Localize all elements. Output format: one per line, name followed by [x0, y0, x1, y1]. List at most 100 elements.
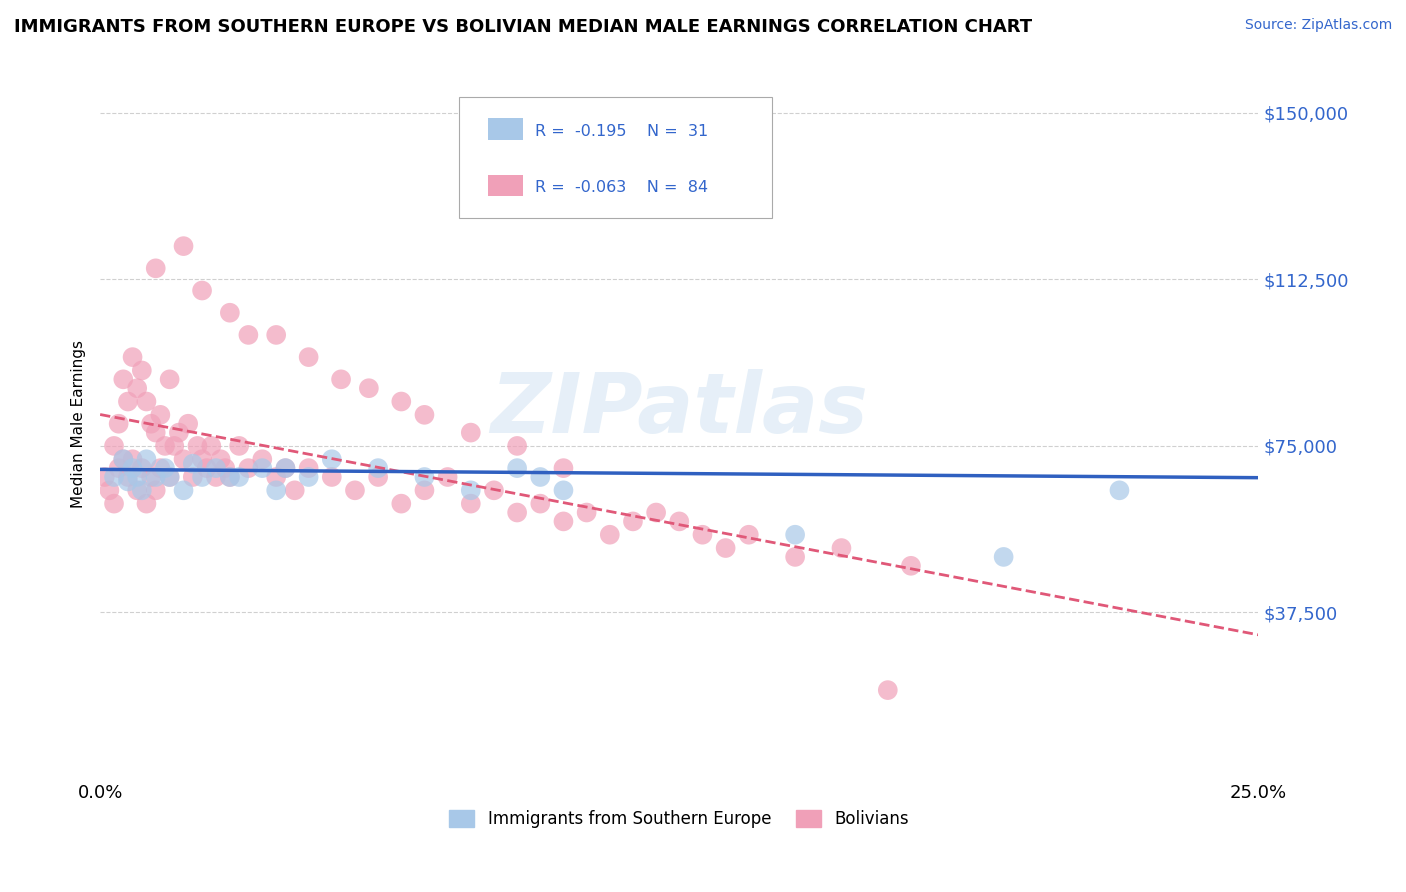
Point	[107, 417, 129, 431]
Point	[214, 461, 236, 475]
Point	[738, 527, 761, 541]
Point	[94, 470, 117, 484]
Text: R =  -0.195    N =  31: R = -0.195 N = 31	[534, 123, 707, 138]
Point	[621, 515, 644, 529]
Point	[139, 470, 162, 484]
Point	[506, 439, 529, 453]
Point	[149, 408, 172, 422]
Legend: Immigrants from Southern Europe, Bolivians: Immigrants from Southern Europe, Bolivia…	[443, 803, 915, 835]
Point	[181, 470, 204, 484]
Point	[389, 497, 412, 511]
Point	[274, 461, 297, 475]
Text: IMMIGRANTS FROM SOUTHERN EUROPE VS BOLIVIAN MEDIAN MALE EARNINGS CORRELATION CHA: IMMIGRANTS FROM SOUTHERN EUROPE VS BOLIV…	[14, 18, 1032, 36]
Point	[436, 470, 458, 484]
Point	[357, 381, 380, 395]
Point	[112, 452, 135, 467]
Point	[529, 470, 551, 484]
Point	[330, 372, 353, 386]
Point	[103, 470, 125, 484]
Point	[274, 461, 297, 475]
Point	[482, 483, 505, 498]
Point	[112, 372, 135, 386]
FancyBboxPatch shape	[488, 119, 523, 139]
Point	[900, 558, 922, 573]
Point	[209, 452, 232, 467]
Point	[460, 497, 482, 511]
FancyBboxPatch shape	[488, 175, 523, 196]
Point	[264, 470, 287, 484]
FancyBboxPatch shape	[460, 97, 772, 218]
Point	[159, 470, 181, 484]
Point	[135, 452, 157, 467]
Point	[127, 483, 149, 498]
Point	[145, 470, 167, 484]
Point	[131, 363, 153, 377]
Point	[645, 194, 668, 209]
Point	[460, 425, 482, 440]
Point	[112, 452, 135, 467]
Point	[218, 470, 240, 484]
Point	[553, 461, 575, 475]
Point	[714, 541, 737, 555]
Point	[367, 470, 389, 484]
Point	[127, 381, 149, 395]
Point	[103, 497, 125, 511]
Point	[298, 461, 321, 475]
Point	[668, 515, 690, 529]
Point	[181, 457, 204, 471]
Point	[218, 470, 240, 484]
Point	[205, 461, 228, 475]
Point	[145, 261, 167, 276]
Point	[218, 306, 240, 320]
Point	[173, 452, 195, 467]
Point	[264, 483, 287, 498]
Point	[238, 461, 260, 475]
Point	[195, 461, 218, 475]
Point	[191, 470, 214, 484]
Point	[506, 506, 529, 520]
Point	[159, 470, 181, 484]
Point	[1108, 483, 1130, 498]
Text: Source: ZipAtlas.com: Source: ZipAtlas.com	[1244, 18, 1392, 32]
Point	[117, 475, 139, 489]
Point	[135, 394, 157, 409]
Point	[785, 527, 807, 541]
Point	[553, 483, 575, 498]
Point	[145, 425, 167, 440]
Point	[830, 541, 852, 555]
Point	[98, 483, 121, 498]
Point	[298, 350, 321, 364]
Point	[228, 439, 250, 453]
Point	[321, 452, 343, 467]
Point	[993, 549, 1015, 564]
Text: ZIPatlas: ZIPatlas	[491, 369, 869, 450]
Point	[238, 327, 260, 342]
Point	[413, 408, 436, 422]
Point	[205, 470, 228, 484]
Point	[131, 461, 153, 475]
Point	[177, 417, 200, 431]
Point	[163, 439, 186, 453]
Point	[131, 483, 153, 498]
Point	[167, 425, 190, 440]
Point	[191, 452, 214, 467]
Point	[117, 394, 139, 409]
Point	[252, 452, 274, 467]
Point	[876, 683, 898, 698]
Point	[367, 461, 389, 475]
Point	[121, 461, 143, 475]
Point	[413, 483, 436, 498]
Point	[785, 549, 807, 564]
Point	[599, 527, 621, 541]
Point	[252, 461, 274, 475]
Point	[121, 350, 143, 364]
Point	[153, 439, 176, 453]
Point	[135, 497, 157, 511]
Point	[321, 470, 343, 484]
Text: R =  -0.063    N =  84: R = -0.063 N = 84	[534, 180, 707, 195]
Point	[186, 439, 208, 453]
Point	[149, 461, 172, 475]
Point	[575, 506, 598, 520]
Point	[343, 483, 366, 498]
Point	[506, 461, 529, 475]
